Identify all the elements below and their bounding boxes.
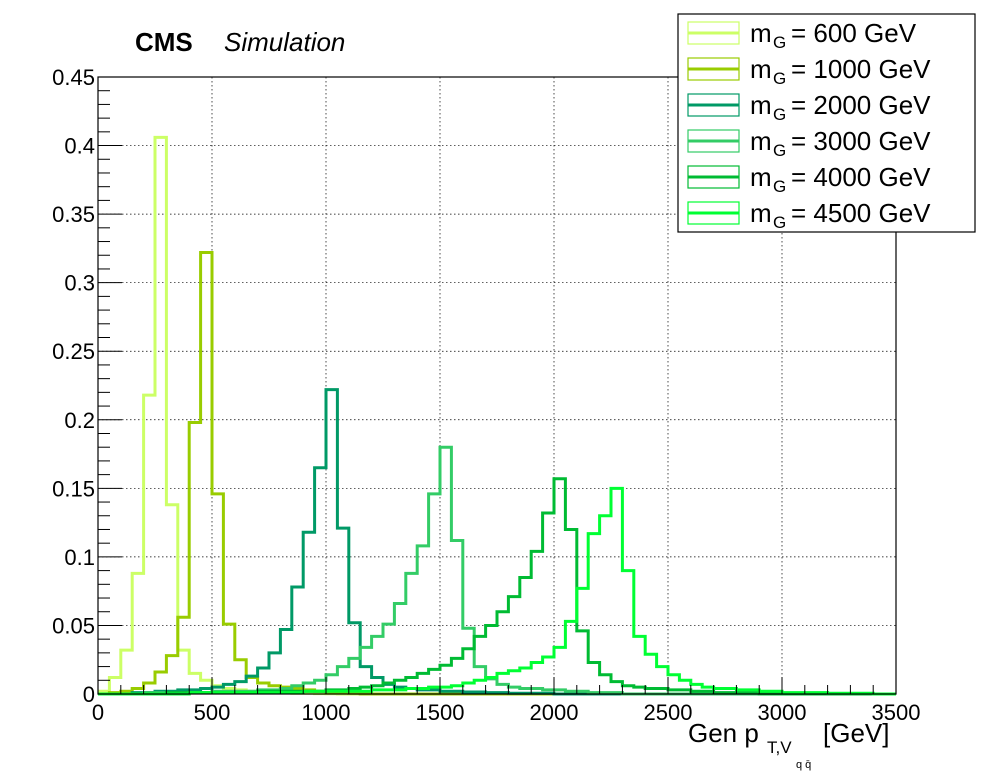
series-line-6 <box>98 486 896 696</box>
legend-label-m: m <box>750 90 772 120</box>
y-tick-label: 0.4 <box>64 134 95 159</box>
legend-label-value: = 600 GeV <box>791 18 917 48</box>
legend-label-subscript: G <box>773 33 786 52</box>
legend-label-m: m <box>750 162 772 192</box>
legend-label-subscript: G <box>773 177 786 196</box>
x-tick-labels: 0 500 1000 1500 2000 2500 3000 3500 <box>92 700 921 725</box>
y-tick-label: 0.05 <box>52 613 95 638</box>
x-tick-label: 0 <box>92 700 104 725</box>
x-tick-label: 500 <box>194 700 231 725</box>
y-tick-labels: 0 0.05 0.1 0.15 0.2 0.25 0.3 0.35 0.4 0.45 <box>52 65 95 707</box>
y-tick-label: 0.35 <box>52 202 95 227</box>
legend-label-subscript: G <box>773 69 786 88</box>
y-tick-label: 0.15 <box>52 476 95 501</box>
x-tick-label: 3000 <box>758 700 807 725</box>
x-axis-title-unit: [GeV] <box>823 718 889 748</box>
x-tick-label: 1000 <box>302 700 351 725</box>
x-tick-label: 1500 <box>416 700 465 725</box>
y-tick-label: 0.45 <box>52 65 95 90</box>
x-axis-title-main: Gen p <box>688 718 759 748</box>
x-tick-label: 2000 <box>530 700 579 725</box>
cms-label: CMS <box>135 27 193 57</box>
y-tick-label: 0 <box>83 682 95 707</box>
legend-label-m: m <box>750 18 772 48</box>
legend-label-value: = 3000 GeV <box>791 126 931 156</box>
legend-label-m: m <box>750 126 772 156</box>
legend-label-subscript: G <box>773 213 786 232</box>
x-tick-label: 3500 <box>872 700 921 725</box>
x-axis-title-subsubscript: q q̄ <box>796 759 811 771</box>
legend-label-value: = 4000 GeV <box>791 162 931 192</box>
legend-box <box>677 13 976 233</box>
legend-label-value: = 1000 GeV <box>791 54 931 84</box>
x-axis-title-subscript: T,V <box>767 738 792 757</box>
legend-label-m: m <box>750 54 772 84</box>
axis-ticks <box>97 76 897 695</box>
x-tick-label: 2500 <box>644 700 693 725</box>
plot-frame <box>97 76 897 695</box>
legend-label-subscript: G <box>773 141 786 160</box>
y-tick-label: 0.3 <box>64 271 95 296</box>
legend-label-value: = 4500 GeV <box>791 198 931 228</box>
legend-label-value: = 2000 GeV <box>791 90 931 120</box>
simulation-label: Simulation <box>224 27 345 57</box>
y-tick-label: 0.2 <box>64 408 95 433</box>
x-axis-title: Gen p T,V q q̄ [GeV] <box>688 718 889 771</box>
series-line-4 <box>98 445 896 696</box>
y-tick-label: 0.25 <box>52 339 95 364</box>
y-tick-label: 0.1 <box>64 545 95 570</box>
legend-label-m: m <box>750 198 772 228</box>
legend-label-subscript: G <box>773 105 786 124</box>
